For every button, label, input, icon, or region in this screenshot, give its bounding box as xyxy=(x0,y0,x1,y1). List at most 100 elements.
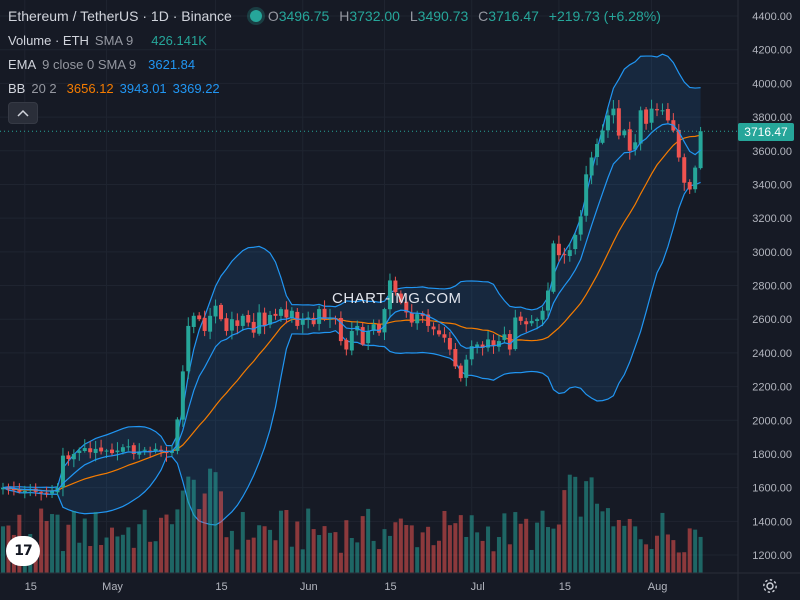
candle-body xyxy=(458,365,463,379)
volume-legend[interactable]: Volume · ETH SMA 9 426.141K xyxy=(8,33,213,48)
volume-bar xyxy=(344,520,349,573)
candle-body xyxy=(159,449,164,451)
volume-bar xyxy=(529,549,534,573)
volume-bar xyxy=(82,518,87,573)
candle-body xyxy=(110,449,114,454)
y-tick-label: 1800.00 xyxy=(752,449,792,461)
candle-body xyxy=(115,450,120,453)
candle-body xyxy=(186,325,191,372)
volume-bar xyxy=(240,512,245,573)
candle-body xyxy=(698,131,703,169)
y-tick-label: 2200.00 xyxy=(752,382,792,394)
volume-bar xyxy=(164,514,169,573)
candle-body xyxy=(638,110,643,144)
candle-body xyxy=(197,315,202,320)
ohlc-close: 3716.47 xyxy=(488,8,539,24)
candle-body xyxy=(251,321,256,333)
bb-legend-params: 20 2 xyxy=(31,81,57,96)
candle-body xyxy=(240,315,245,326)
collapse-legend-button[interactable] xyxy=(8,102,38,124)
candle-body xyxy=(524,321,529,325)
candle-body xyxy=(229,319,234,331)
volume-bar xyxy=(453,523,458,573)
symbol-title[interactable]: Ethereum / TetherUS · 1D · Binance xyxy=(8,8,232,24)
volume-bar xyxy=(251,537,256,573)
ema-legend-name: EMA xyxy=(8,57,37,72)
volume-bar xyxy=(567,474,572,573)
candle-body xyxy=(322,308,327,320)
candle-body xyxy=(180,371,185,420)
candle-body xyxy=(278,309,283,316)
candle-body xyxy=(589,157,594,176)
volume-bar xyxy=(480,540,485,573)
ohlc-low-label: L xyxy=(409,8,418,24)
candle-body xyxy=(360,327,365,345)
x-tick-label: 15 xyxy=(25,581,37,593)
candle-body xyxy=(404,301,409,313)
candle-body xyxy=(518,316,523,321)
volume-bar xyxy=(153,541,158,573)
volume-bar xyxy=(55,514,60,573)
volume-bar xyxy=(338,552,343,573)
candle-body xyxy=(175,419,180,451)
bb-legend[interactable]: BB 20 2 3656.12 3943.01 3369.22 xyxy=(8,81,226,96)
volume-bar xyxy=(447,525,452,573)
candle-body xyxy=(349,330,354,351)
volume-bar xyxy=(39,508,44,573)
volume-bar xyxy=(262,526,267,573)
candle-body xyxy=(39,491,44,493)
candle-body xyxy=(202,317,207,331)
volume-bar xyxy=(180,490,185,573)
candle-body xyxy=(82,448,87,451)
candle-body xyxy=(486,339,491,348)
candle-body xyxy=(366,330,371,344)
volume-bar xyxy=(415,547,420,573)
volume-bar xyxy=(475,532,480,573)
candle-body xyxy=(513,317,518,350)
candle-body xyxy=(137,451,142,455)
volume-bar xyxy=(371,540,376,573)
candle-body xyxy=(447,338,452,350)
ema-legend[interactable]: EMA 9 close 0 SMA 9 3621.84 xyxy=(8,57,201,72)
candle-body xyxy=(431,326,436,330)
candle-body xyxy=(338,318,343,342)
volume-bar xyxy=(104,537,109,573)
candle-body xyxy=(300,319,305,325)
volume-bar xyxy=(426,526,431,573)
symbol-legend: Ethereum / TetherUS · 1D · Binance O3496.… xyxy=(8,8,667,24)
y-tick-label: 4400.00 xyxy=(752,11,792,23)
gear-icon[interactable] xyxy=(761,577,779,595)
candle-body xyxy=(551,243,556,292)
volume-bar xyxy=(317,535,322,573)
volume-bar xyxy=(60,551,65,573)
volume-bar xyxy=(486,526,491,573)
volume-bar xyxy=(229,530,234,573)
volume-bar xyxy=(246,539,251,573)
tradingview-logo-icon[interactable]: 17 xyxy=(6,536,40,566)
volume-bar xyxy=(328,532,332,573)
candle-body xyxy=(682,157,687,183)
y-tick-label: 2000.00 xyxy=(752,415,792,427)
y-tick-label: 2800.00 xyxy=(752,281,792,293)
volume-bar xyxy=(693,529,698,573)
candle-body xyxy=(344,339,349,350)
volume-bar xyxy=(551,528,556,573)
volume-bar xyxy=(573,476,578,573)
candle-body xyxy=(77,450,82,453)
candle-body xyxy=(191,315,196,327)
volume-bar xyxy=(616,520,621,573)
volume-bar xyxy=(300,549,305,573)
candle-body xyxy=(153,448,158,452)
bb-legend-lower: 3369.22 xyxy=(172,81,220,96)
candle-body xyxy=(235,320,240,326)
candle-body xyxy=(257,312,262,334)
volume-bar xyxy=(660,512,665,573)
candle-body xyxy=(289,310,294,318)
candle-body xyxy=(371,324,376,331)
volume-bar xyxy=(159,517,164,573)
volume-bar xyxy=(360,516,365,573)
candle-body xyxy=(317,309,322,324)
candle-body xyxy=(600,130,605,143)
candle-body xyxy=(616,108,621,136)
